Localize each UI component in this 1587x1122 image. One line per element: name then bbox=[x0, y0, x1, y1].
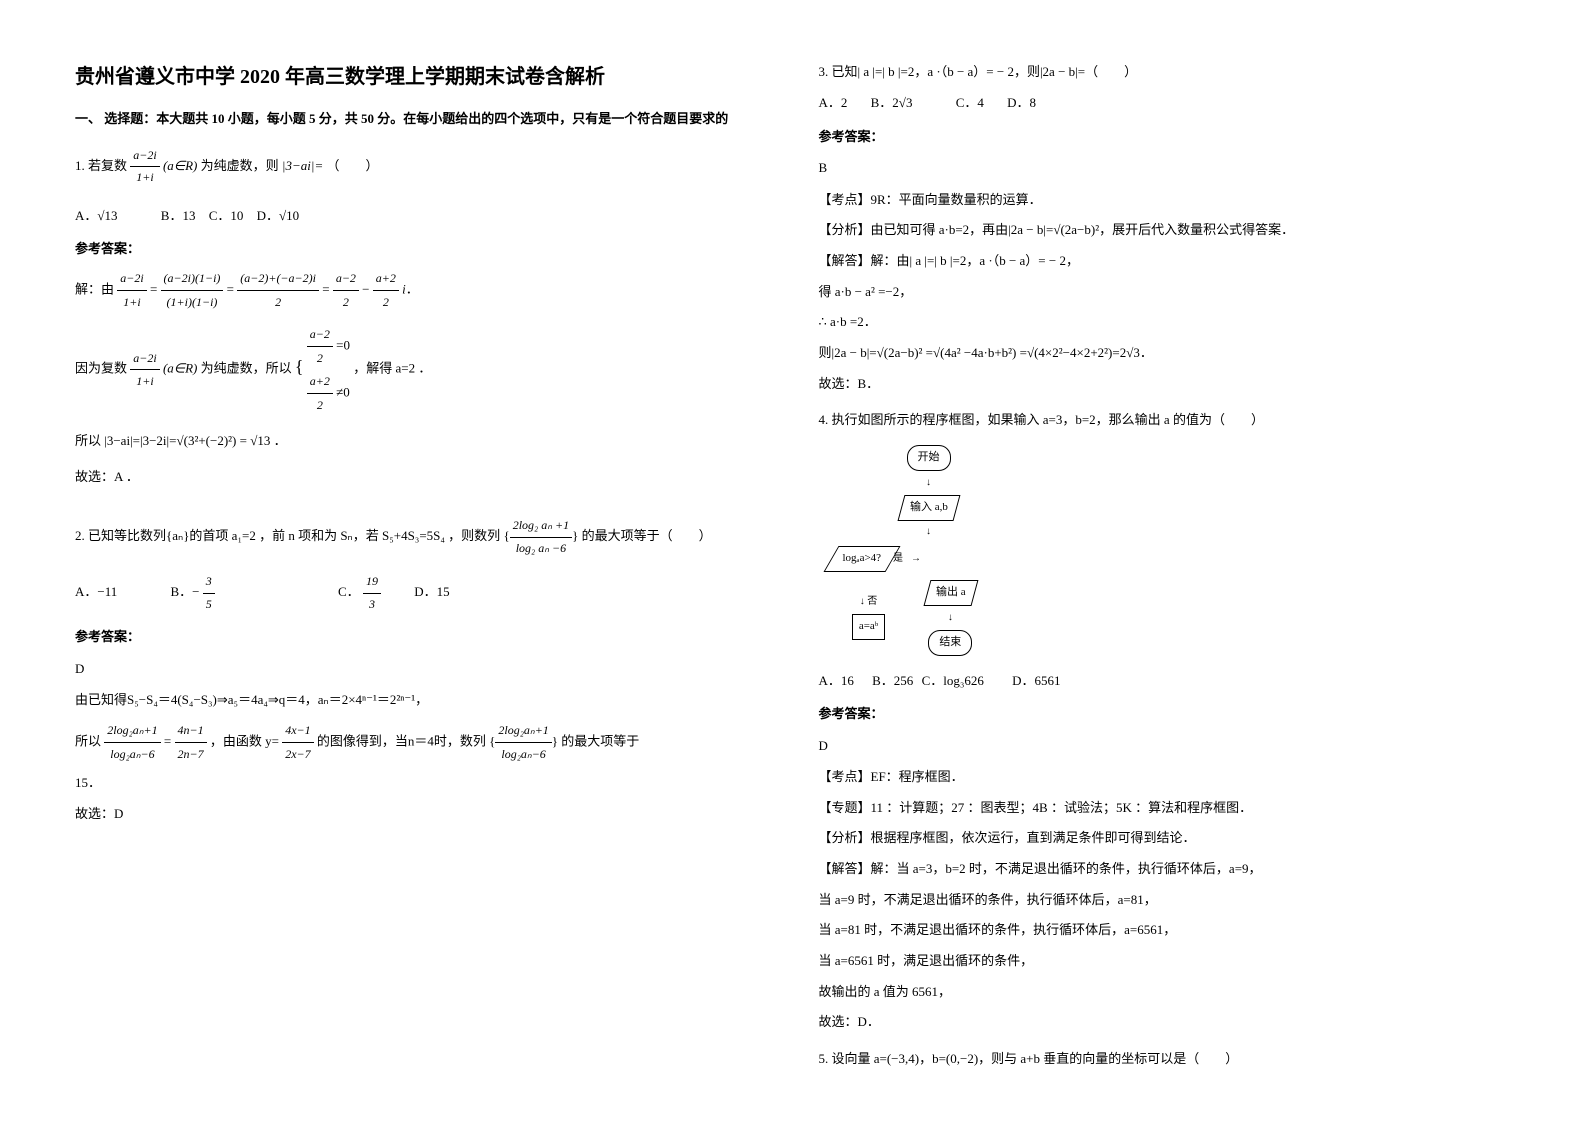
left-column: 贵州省遵义市中学 2020 年高三数学理上学期期末试卷含解析 一、 选择题：本大… bbox=[50, 60, 794, 1062]
question-4: 4. 执行如图所示的程序框图，如果输入 a=3，b=2，那么输出 a 的值为（ … bbox=[819, 408, 1513, 1035]
q4-answer-label: 参考答案： bbox=[819, 702, 1513, 725]
arrow-icon: ↓ 否 bbox=[839, 593, 899, 611]
flow-output: 输出 a bbox=[923, 580, 978, 606]
q3-answer-label: 参考答案： bbox=[819, 125, 1513, 148]
arrow-icon: ↓ bbox=[839, 523, 1019, 541]
flow-assign: a=aᵇ bbox=[852, 614, 885, 640]
question-2: 2. 已知等比数列{aₙ}的首项 a₁=2 ，前 n 项和为 Sₙ，若 S₅+4… bbox=[75, 515, 769, 827]
q3-options: A．2 B．2√3 C．4 D．8 bbox=[819, 91, 1513, 114]
q2-options: A．−11 B．− 3 5 C． 19 3 D．15 bbox=[75, 571, 769, 615]
flow-end: 结束 bbox=[928, 630, 972, 656]
q2-stem-formula: 2log₂ aₙ +1 log₂ aₙ −6 bbox=[510, 515, 572, 559]
q3-answer-letter: B bbox=[819, 156, 1513, 179]
q2-stem: 2. 已知等比数列{aₙ}的首项 a₁=2 ，前 n 项和为 Sₙ，若 S₅+4… bbox=[75, 515, 769, 559]
q2-answer-label: 参考答案： bbox=[75, 625, 769, 648]
right-column: 3. 已知| a |=| b |=2，a ·（b − a）= − 2，则|2a … bbox=[794, 60, 1538, 1062]
q3-stem: 3. 已知| a |=| b |=2，a ·（b − a）= − 2，则|2a … bbox=[819, 60, 1513, 83]
q5-stem: 5. 设向量 a=(−3,4)，b=(0,−2)，则与 a+b 垂直的向量的坐标… bbox=[819, 1047, 1513, 1070]
section-intro: 一、 选择题：本大题共 10 小题，每小题 5 分，共 50 分。在每小题给出的… bbox=[75, 109, 769, 130]
question-3: 3. 已知| a |=| b |=2，a ·（b − a）= − 2，则|2a … bbox=[819, 60, 1513, 396]
arrow-icon: ↓ bbox=[839, 474, 1019, 492]
question-5: 5. 设向量 a=(−3,4)，b=(0,−2)，则与 a+b 垂直的向量的坐标… bbox=[819, 1047, 1513, 1070]
q1-stem: 1. 若复数 a−2i 1+i (a∈R) 为纯虚数，则 |3−ai|= （ ） bbox=[75, 145, 769, 189]
flowchart: 开始 ↓ 输入 a,b ↓ logₐa>4? 是 → ↓ 否 a=aᵇ 输出 a… bbox=[839, 442, 1019, 659]
q1-formula1: a−2i 1+i bbox=[130, 145, 159, 189]
flow-condition: logₐa>4? bbox=[839, 541, 886, 577]
arrow-icon: → bbox=[911, 550, 921, 568]
q1-answer-label: 参考答案： bbox=[75, 237, 769, 260]
question-1: 1. 若复数 a−2i 1+i (a∈R) 为纯虚数，则 |3−ai|= （ ）… bbox=[75, 145, 769, 490]
q4-options: A．16 B．256 C．log₃626 D．6561 bbox=[819, 669, 1513, 692]
q1-options: A．√13 B．13 C．10 D．√10 bbox=[75, 204, 769, 227]
flow-input: 输入 a,b bbox=[897, 495, 960, 521]
arrow-icon: ↓ bbox=[927, 609, 975, 627]
q4-solution: 【考点】EF：程序框图． 【专题】11 ：计算题；27 ：图表型；4B ：试验法… bbox=[819, 765, 1513, 1035]
q4-answer-letter: D bbox=[819, 734, 1513, 757]
q2-answer-letter: D bbox=[75, 657, 769, 680]
document-title: 贵州省遵义市中学 2020 年高三数学理上学期期末试卷含解析 bbox=[75, 60, 769, 89]
q3-solution: 【考点】9R：平面向量数量积的运算． 【分析】由已知可得 a·b=2，再由|2a… bbox=[819, 188, 1513, 397]
q2-solution: 由已知得S₅−S₄＝4(S₄−S₃)⇒a₅＝4a₄⇒q＝4，aₙ＝2×4ⁿ⁻¹＝… bbox=[75, 688, 769, 827]
q4-stem: 4. 执行如图所示的程序框图，如果输入 a=3，b=2，那么输出 a 的值为（ … bbox=[819, 408, 1513, 431]
flow-start: 开始 bbox=[907, 445, 951, 471]
q1-solution: 解：由 a−2i 1+i = (a−2i)(1−i) (1+i)(1−i) = … bbox=[75, 267, 769, 490]
